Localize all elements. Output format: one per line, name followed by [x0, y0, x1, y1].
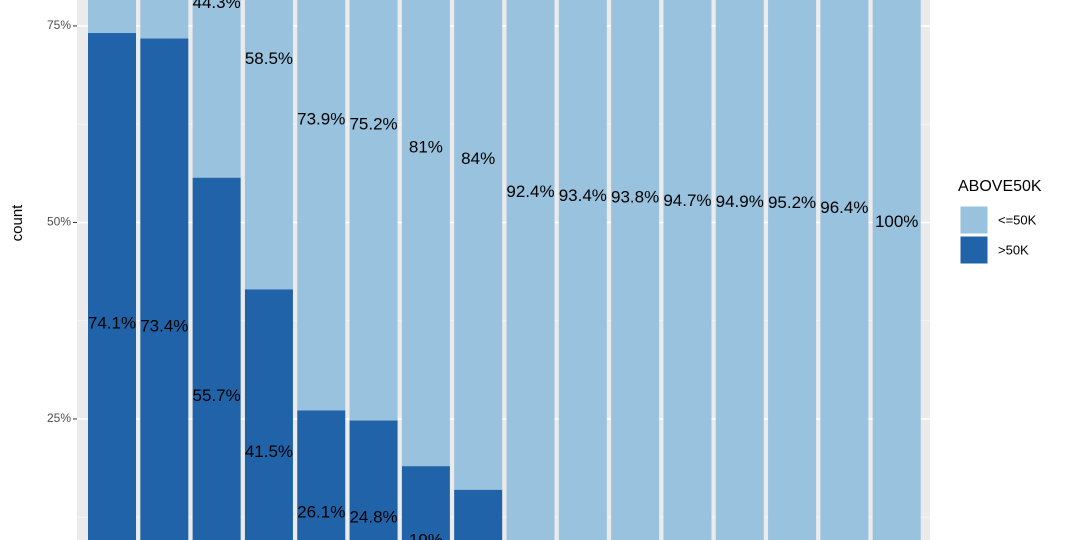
value-label: 81% — [409, 137, 443, 156]
value-label: 55.7% — [193, 386, 241, 405]
bar-segment — [88, 0, 137, 34]
value-label: 96.4% — [820, 198, 868, 217]
bar-segment — [192, 0, 241, 178]
bar-segment — [872, 0, 921, 540]
y-tick-label: 75% — [47, 18, 71, 32]
value-label: 93.8% — [611, 188, 659, 207]
value-label: 100% — [875, 212, 918, 231]
legend-swatch — [959, 235, 989, 265]
y-tick-label: 25% — [47, 411, 71, 425]
value-label: 73.4% — [140, 316, 188, 335]
bar-segment — [349, 0, 398, 421]
legend-title: ABOVE50K — [958, 178, 1042, 195]
bar-segment — [663, 0, 712, 540]
value-label: 24.8% — [349, 507, 397, 526]
bar-segment — [401, 0, 450, 467]
bar-segment — [401, 466, 450, 540]
value-label: 93.4% — [559, 186, 607, 205]
legend-label: <=50K — [998, 212, 1037, 227]
value-label: 94.9% — [716, 192, 764, 211]
bar-segment — [768, 0, 817, 540]
value-label: 92.4% — [506, 182, 554, 201]
value-label: 41.5% — [245, 442, 293, 461]
legend-label: >50K — [998, 242, 1029, 257]
value-label: 44.3% — [193, 0, 241, 12]
bar-segment — [715, 0, 764, 540]
value-label: 19% — [409, 530, 443, 540]
bar-segment — [454, 489, 503, 540]
bar-segment — [820, 0, 869, 540]
bar-segment — [244, 0, 293, 290]
value-label: 58.5% — [245, 49, 293, 68]
bar-segment — [349, 420, 398, 540]
legend-swatch — [959, 205, 989, 235]
value-label: 94.7% — [663, 191, 711, 210]
y-tick-label: 50% — [47, 215, 71, 229]
bar-segment — [611, 0, 660, 540]
bar-segment — [192, 177, 241, 540]
value-label: 84% — [461, 149, 495, 168]
value-label: 75.2% — [349, 114, 397, 133]
bar-segment — [506, 0, 555, 540]
value-label: 95.2% — [768, 193, 816, 212]
bar-segment — [454, 0, 503, 490]
bar-segment — [558, 0, 607, 540]
value-label: 74.1% — [88, 314, 136, 333]
bar-segment — [140, 38, 189, 540]
value-label: 73.9% — [297, 109, 345, 128]
bar-segment — [244, 289, 293, 540]
value-label: 26.1% — [297, 502, 345, 521]
bar-segment — [88, 33, 137, 540]
y-axis-label: count — [9, 204, 26, 242]
bar-segment — [297, 0, 346, 411]
bar-segment — [297, 410, 346, 540]
bar-segment — [140, 0, 189, 39]
